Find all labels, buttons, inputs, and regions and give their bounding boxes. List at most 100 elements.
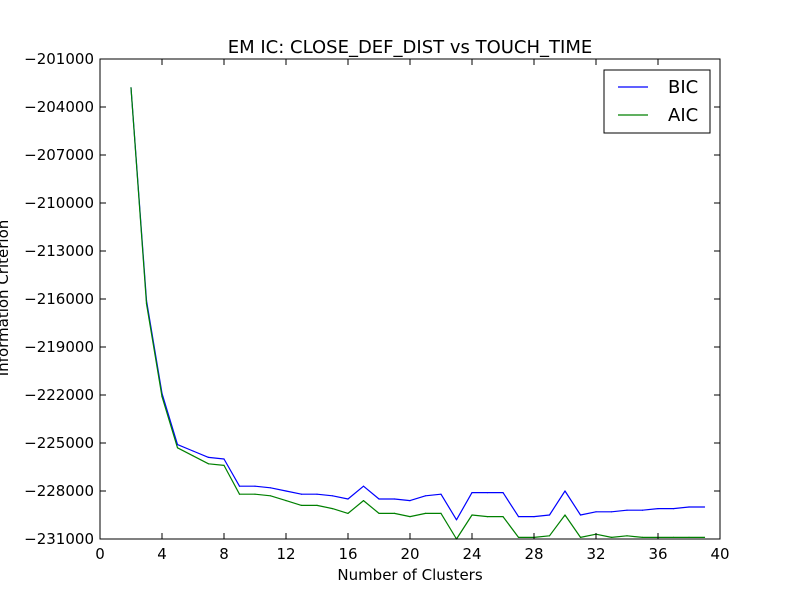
data-point-aic: [672, 536, 675, 539]
data-point-aic: [641, 536, 644, 539]
y-axis-label: Information Criterion: [0, 220, 12, 377]
data-point-aic: [130, 87, 132, 89]
x-tick-label: 16: [338, 545, 357, 563]
legend-label-aic: AIC: [668, 105, 698, 126]
series-line-bic: [130, 87, 705, 521]
x-tick-label: 0: [95, 545, 105, 563]
data-point-aic: [347, 512, 349, 515]
x-tick-label: 28: [524, 545, 543, 563]
axes: 0 4 8 12 16 20 24 28 32 36 40 −201000 −204000 −207000…: [24, 50, 729, 563]
data-point-aic: [207, 463, 210, 465]
data-point-bic: [533, 516, 535, 518]
data-point-aic: [254, 493, 256, 495]
x-tick-label: 24: [462, 545, 481, 563]
data-point-aic: [378, 512, 380, 515]
y-tick-label: −216000: [24, 290, 94, 308]
data-point-aic: [316, 504, 318, 506]
data-point-bic: [207, 456, 210, 458]
data-point-aic: [610, 536, 613, 539]
data-point-aic: [300, 504, 303, 506]
data-point-bic: [192, 450, 194, 452]
y-tick-label: −219000: [24, 338, 94, 356]
data-point-bic: [502, 492, 504, 494]
data-point-aic: [362, 500, 365, 502]
data-point-aic: [579, 536, 582, 539]
data-point-aic: [471, 514, 473, 516]
data-point-aic: [269, 495, 272, 497]
data-point-bic: [626, 509, 628, 511]
data-point-bic: [362, 485, 365, 487]
data-point-bic: [672, 508, 675, 510]
y-tick-label: −207000: [24, 146, 94, 164]
data-point-bic: [378, 498, 380, 500]
data-point-aic: [393, 512, 396, 515]
data-point-aic: [176, 447, 179, 449]
data-point-aic: [626, 535, 628, 537]
data-point-bic: [657, 508, 659, 510]
data-point-aic: [486, 516, 489, 518]
legend: BIC AIC: [603, 69, 711, 134]
y-tick-label: −213000: [24, 242, 94, 260]
data-point-bic: [455, 519, 458, 521]
data-point-aic: [161, 396, 163, 398]
data-point-bic: [409, 500, 411, 502]
data-point-aic: [517, 536, 520, 539]
data-point-aic: [409, 516, 411, 518]
data-point-aic: [564, 514, 566, 516]
legend-box: [603, 69, 711, 134]
legend-label-bic: BIC: [668, 77, 698, 98]
data-point-bic: [579, 514, 582, 516]
x-tick-label: 20: [400, 545, 419, 563]
data-point-aic: [688, 536, 690, 539]
data-point-bic: [347, 498, 349, 500]
data-point-bic: [517, 516, 520, 518]
data-point-aic: [238, 493, 241, 495]
y-tick-label: −204000: [24, 98, 94, 116]
data-point-aic: [223, 464, 225, 466]
data-point-bic: [595, 511, 597, 513]
data-point-bic: [564, 490, 566, 492]
data-point-bic: [424, 495, 427, 497]
y-tick-label: −228000: [24, 482, 94, 500]
data-point-aic: [192, 455, 194, 457]
y-tick-label: −231000: [24, 530, 94, 548]
x-tick-label: 4: [157, 545, 167, 563]
data-point-aic: [703, 536, 706, 539]
series-line-aic: [130, 87, 705, 540]
y-tick-label: −210000: [24, 194, 94, 212]
data-point-aic: [285, 500, 287, 502]
data-point-bic: [269, 487, 272, 489]
data-point-bic: [316, 493, 318, 495]
y-tick-label: −225000: [24, 434, 94, 452]
data-point-bic: [703, 506, 706, 508]
data-point-aic: [424, 512, 427, 515]
x-tick-label: 40: [710, 545, 729, 563]
data-point-bic: [440, 493, 442, 495]
data-point-bic: [486, 492, 489, 494]
x-tick-label: 36: [648, 545, 667, 563]
data-point-bic: [238, 485, 241, 487]
data-point-bic: [331, 495, 334, 497]
data-point-aic: [331, 508, 334, 510]
data-point-aic: [440, 512, 442, 515]
data-point-bic: [300, 493, 303, 495]
data-point-bic: [548, 514, 551, 516]
data-point-bic: [610, 511, 613, 513]
x-axis-label: Number of Clusters: [337, 566, 482, 584]
x-tick-label: 12: [276, 545, 295, 563]
data-point-bic: [688, 506, 690, 508]
x-tick-label: 8: [219, 545, 229, 563]
data-point-bic: [471, 492, 473, 494]
data-point-bic: [254, 485, 256, 487]
data-point-aic: [502, 516, 504, 518]
data-point-bic: [641, 509, 644, 511]
data-point-bic: [285, 490, 287, 492]
y-tick-label: −222000: [24, 386, 94, 404]
data-point-aic: [145, 303, 148, 305]
data-point-bic: [393, 498, 396, 500]
chart-title: EM IC: CLOSE_DEF_DIST vs TOUCH_TIME: [228, 37, 593, 58]
y-tick-label: −201000: [24, 50, 94, 68]
x-tick-label: 32: [586, 545, 605, 563]
